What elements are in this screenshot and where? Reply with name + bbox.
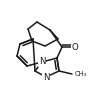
Text: O: O [72,43,78,51]
Text: CH₃: CH₃ [75,71,87,77]
Text: N: N [43,72,49,82]
Text: N: N [39,58,45,66]
